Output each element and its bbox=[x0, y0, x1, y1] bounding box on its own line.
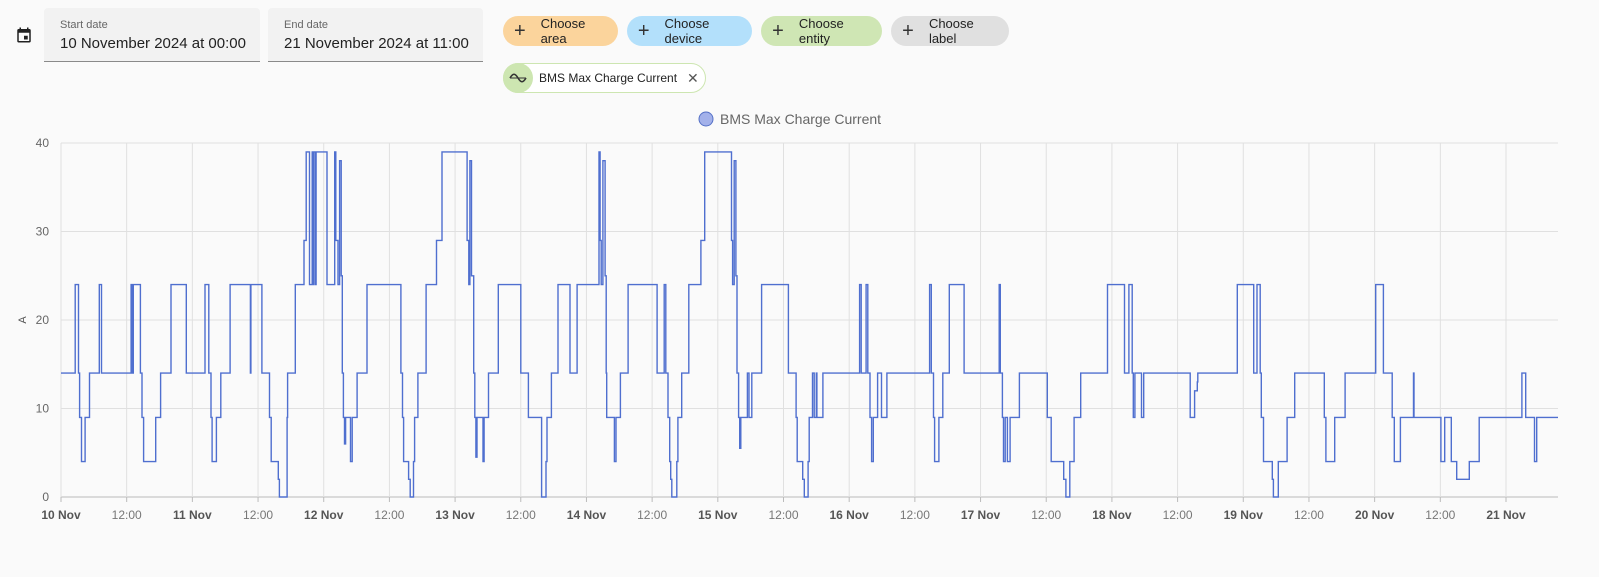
chart-grid bbox=[60, 142, 1558, 502]
x-axis-ticks: 10 Nov 12:00 11 Nov 12:00 12 Nov 12:00 13 Nov 1… bbox=[41, 508, 1526, 522]
x-tick-label: 17 Nov bbox=[961, 508, 1001, 522]
choose-label-button[interactable]: + Choose label bbox=[891, 16, 1009, 46]
x-tick-label: 18 Nov bbox=[1092, 508, 1132, 522]
x-tick-label: 10 Nov bbox=[41, 508, 81, 522]
series-line-bms-max-charge-current bbox=[61, 151, 1558, 498]
end-date-value: 21 November 2024 at 11:00 bbox=[284, 35, 469, 52]
x-tick-label: 19 Nov bbox=[1224, 508, 1264, 522]
legend-marker bbox=[698, 111, 714, 127]
x-tick-label: 12 Nov bbox=[304, 508, 344, 522]
start-date-value: 10 November 2024 at 00:00 bbox=[60, 35, 246, 52]
x-tick-label: 21 Nov bbox=[1486, 508, 1526, 522]
history-chart: BMS Max Charge Current A 0 10 20 30 40 10 No… bbox=[17, 111, 1558, 522]
choose-entity-label: Choose entity bbox=[798, 16, 844, 46]
choose-area-label: Choose area bbox=[540, 16, 586, 46]
plus-icon: + bbox=[772, 20, 784, 42]
selected-entity-label: BMS Max Charge Current bbox=[539, 71, 678, 85]
choose-area-button[interactable]: + Choose area bbox=[503, 16, 618, 46]
chart-legend[interactable]: BMS Max Charge Current bbox=[698, 111, 881, 127]
start-date-label: Start date bbox=[60, 19, 108, 31]
y-tick-label: 20 bbox=[36, 313, 50, 327]
plus-icon: + bbox=[902, 20, 914, 42]
x-tick-label: 12:00 bbox=[243, 508, 273, 522]
x-tick-label: 11 Nov bbox=[173, 508, 212, 522]
x-tick-label: 12:00 bbox=[374, 508, 404, 522]
plus-icon: + bbox=[513, 20, 526, 42]
end-date-field[interactable]: End date 21 November 2024 at 11:00 bbox=[268, 8, 483, 62]
choose-label-label: Choose label bbox=[928, 16, 974, 46]
x-tick-label: 12:00 bbox=[1163, 508, 1193, 522]
x-tick-label: 13 Nov bbox=[435, 508, 475, 522]
plus-icon: + bbox=[637, 20, 650, 42]
y-axis-label: A bbox=[17, 316, 29, 324]
x-tick-label: 15 Nov bbox=[698, 508, 738, 522]
start-date-field[interactable]: Start date 10 November 2024 at 00:00 bbox=[44, 8, 260, 62]
x-tick-label: 12:00 bbox=[112, 508, 142, 522]
y-tick-label: 10 bbox=[36, 402, 50, 416]
y-tick-label: 40 bbox=[36, 136, 50, 150]
x-tick-label: 16 Nov bbox=[830, 508, 870, 522]
x-tick-label: 14 Nov bbox=[567, 508, 607, 522]
x-tick-label: 12:00 bbox=[637, 508, 667, 522]
selected-entity-chip[interactable]: BMS Max Charge Current ✕ bbox=[503, 63, 706, 93]
end-date-label: End date bbox=[284, 19, 329, 31]
sine-wave-icon bbox=[503, 63, 533, 93]
choose-device-button[interactable]: + Choose device bbox=[627, 16, 752, 46]
x-tick-label: 12:00 bbox=[1425, 508, 1455, 522]
x-tick-label: 20 Nov bbox=[1355, 508, 1395, 522]
calendar-icon[interactable] bbox=[15, 26, 33, 44]
x-tick-label: 12:00 bbox=[1294, 508, 1324, 522]
choose-device-label: Choose device bbox=[664, 16, 710, 46]
y-axis-ticks: 0 10 20 30 40 bbox=[36, 136, 50, 504]
x-tick-label: 12:00 bbox=[506, 508, 536, 522]
legend-label: BMS Max Charge Current bbox=[720, 111, 881, 127]
choose-entity-button[interactable]: + Choose entity bbox=[761, 16, 882, 46]
close-icon[interactable]: ✕ bbox=[687, 69, 699, 86]
y-tick-label: 30 bbox=[36, 225, 50, 239]
x-tick-label: 12:00 bbox=[900, 508, 930, 522]
x-tick-label: 12:00 bbox=[768, 508, 798, 522]
y-tick-label: 0 bbox=[42, 490, 49, 504]
x-tick-label: 12:00 bbox=[1031, 508, 1061, 522]
